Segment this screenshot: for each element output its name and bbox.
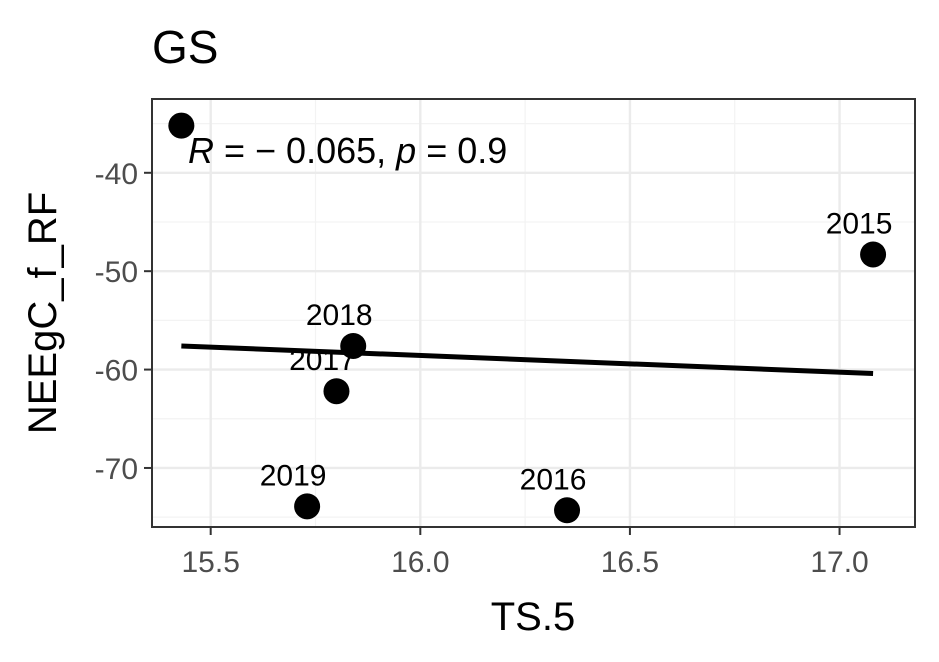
x-tick-label: 17.0 xyxy=(810,546,868,579)
annotation-r-symbol: R xyxy=(188,130,214,171)
plot-panel-border xyxy=(151,98,916,528)
data-point xyxy=(294,493,321,520)
points-layer xyxy=(168,112,887,524)
point-label: 2018 xyxy=(306,299,373,332)
annotation-p-symbol: p xyxy=(395,130,416,171)
annotation-r-value: = − 0.065, xyxy=(214,130,396,171)
chart-title: GS xyxy=(152,21,218,73)
grid xyxy=(152,99,915,527)
data-point xyxy=(554,497,581,524)
point-label: 2017 xyxy=(289,344,356,377)
point-label: 2019 xyxy=(260,459,327,492)
annotation-p-value: = 0.9 xyxy=(416,130,507,171)
x-axis-ticks: 15.5 16.0 16.5 17.0 xyxy=(181,527,869,579)
correlation-annotation: R = − 0.065, p = 0.9 xyxy=(188,130,507,171)
y-tick-label: -50 xyxy=(95,256,138,289)
x-tick-label: 16.0 xyxy=(391,546,449,579)
data-point xyxy=(323,378,350,405)
data-point xyxy=(340,332,367,359)
x-axis-title: TS.5 xyxy=(491,595,575,639)
regression-layer xyxy=(181,343,874,377)
x-tick-label: 15.5 xyxy=(181,546,239,579)
y-axis-ticks: -40 -50 -60 -70 xyxy=(95,158,152,486)
data-point xyxy=(860,241,887,268)
y-axis-title: NEEgC_f_RF xyxy=(21,192,65,434)
point-labels-layer: 2015 2018 2017 2019 2016 xyxy=(260,207,893,496)
data-point xyxy=(168,112,195,139)
point-label: 2016 xyxy=(520,463,587,496)
regression-line xyxy=(181,343,874,377)
point-label: 2015 xyxy=(826,207,893,240)
y-tick-label: -70 xyxy=(95,453,138,486)
y-tick-label: -60 xyxy=(95,355,138,388)
x-tick-label: 16.5 xyxy=(601,546,659,579)
y-tick-label: -40 xyxy=(95,158,138,191)
